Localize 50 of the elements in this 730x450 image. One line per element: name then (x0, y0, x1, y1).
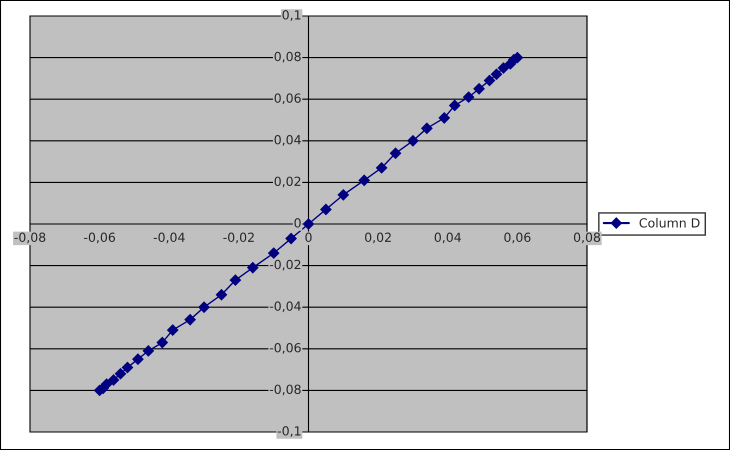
point (320, 204, 332, 216)
x-tick-label: -0,04 (154, 232, 185, 244)
point (407, 135, 419, 146)
point (449, 100, 460, 112)
point (132, 354, 144, 365)
x-tick-label: -0,08 (14, 232, 46, 244)
y-tick-label: -0,06 (270, 342, 301, 354)
y-tick-label: 0,06 (274, 93, 301, 104)
point (484, 74, 496, 86)
point (358, 174, 370, 186)
y-tick-label: -0,04 (270, 301, 301, 312)
x-tick-label: 0,08 (574, 232, 600, 244)
point (490, 68, 502, 80)
point (498, 62, 510, 74)
x-tick-label: -0,06 (84, 232, 116, 244)
x-tick-label: 0,04 (434, 232, 461, 244)
y-tick-label: 0,04 (274, 134, 301, 146)
x-tick-label: 0,06 (504, 232, 531, 244)
y-tick-label: 0 (294, 218, 301, 228)
point (463, 92, 474, 103)
point (338, 189, 349, 200)
y-tick-label: 0,02 (274, 176, 300, 188)
point (376, 162, 388, 174)
point (108, 374, 120, 386)
point (390, 148, 402, 159)
point (142, 345, 154, 356)
point (198, 302, 210, 313)
point (421, 122, 432, 134)
point (114, 368, 126, 380)
point (230, 274, 241, 286)
y-tick-label: 0,08 (274, 52, 301, 62)
x-tick-label: 0 (305, 232, 312, 242)
point (184, 314, 196, 326)
point (247, 262, 258, 274)
point (285, 232, 297, 244)
point (216, 289, 228, 300)
point (122, 362, 134, 374)
point (268, 248, 280, 259)
y-tick-label: 0,1 (282, 10, 300, 21)
y-tick-label: -0,08 (270, 384, 301, 396)
y-tick-label: -0,1 (278, 426, 300, 437)
point (473, 83, 485, 94)
x-tick-label: 0,02 (365, 232, 391, 244)
x-tick-label: -0,02 (223, 232, 254, 244)
point (438, 112, 450, 124)
point (167, 324, 178, 336)
y-tick-label: -0,02 (270, 260, 300, 270)
point (302, 218, 314, 230)
point (156, 336, 168, 348)
legend-label: Column D (640, 218, 700, 228)
